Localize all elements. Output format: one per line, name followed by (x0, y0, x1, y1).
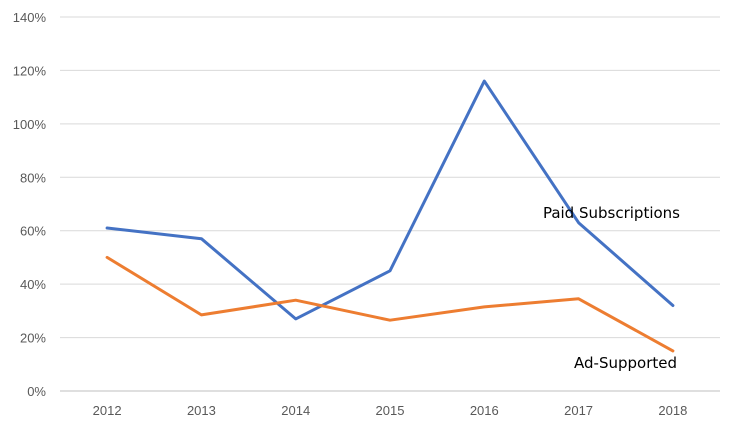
x-tick-label: 2013 (187, 403, 216, 418)
y-tick-label: 0% (27, 384, 46, 399)
series-line-ad-supported (105, 255, 675, 353)
x-tick-label: 2018 (658, 403, 687, 418)
y-tick-label: 120% (13, 63, 47, 78)
y-tick-label: 140% (13, 10, 47, 25)
x-tick-label: 2016 (470, 403, 499, 418)
x-tick-label: 2014 (281, 403, 310, 418)
x-tick-label: 2017 (564, 403, 593, 418)
series-label-paid-subscriptions: Paid Subscriptions (543, 204, 680, 222)
series-line-paid-subscriptions (105, 79, 675, 321)
y-tick-label: 20% (20, 331, 46, 346)
y-axis-ticks: 0% 20% 40% 60% 80% 100% 120% 140% (13, 10, 47, 399)
x-tick-label: 2012 (93, 403, 122, 418)
x-tick-label: 2015 (376, 403, 405, 418)
x-axis-ticks: 2012 2013 2014 2015 2016 2017 2018 (93, 403, 688, 418)
y-tick-label: 80% (20, 170, 46, 185)
series-label-ad-supported: Ad-Supported (574, 354, 677, 372)
y-tick-label: 60% (20, 224, 46, 239)
y-tick-label: 40% (20, 277, 46, 292)
gridlines (60, 16, 720, 392)
series-lines (105, 79, 675, 353)
y-tick-label: 100% (13, 117, 47, 132)
